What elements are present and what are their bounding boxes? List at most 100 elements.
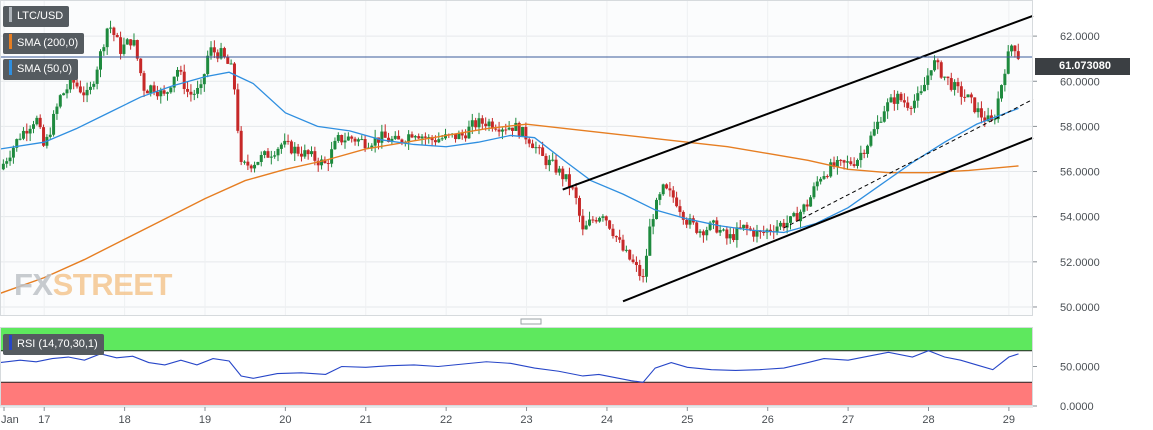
candle-body xyxy=(631,259,635,263)
candle-body xyxy=(370,145,374,148)
candle-body xyxy=(742,224,746,229)
rsi-tick-label-1: 0.0000 xyxy=(1060,401,1094,413)
candle-body xyxy=(454,133,458,140)
sma50-swatch xyxy=(9,60,12,75)
candle-body xyxy=(983,117,987,122)
candle-body xyxy=(524,126,528,140)
candle-body xyxy=(644,255,648,277)
candle-body xyxy=(685,219,689,225)
candle-body xyxy=(624,249,628,251)
candle-body xyxy=(953,82,957,90)
candle-body xyxy=(430,137,434,141)
candle-body xyxy=(882,111,886,122)
candle-body xyxy=(748,228,752,230)
time-tick-label-2: 18 xyxy=(118,414,130,426)
candle-body xyxy=(762,231,766,233)
candle-body xyxy=(286,140,290,142)
candle-body xyxy=(705,229,709,236)
candle-body xyxy=(135,40,139,59)
candle-body xyxy=(202,74,206,85)
current-price-tag: 61.073080 xyxy=(1035,58,1130,75)
candle-body xyxy=(58,95,62,107)
candle-body xyxy=(809,197,813,207)
candle-body xyxy=(912,100,916,109)
candle-body xyxy=(21,130,25,139)
candle-body xyxy=(681,211,685,220)
candle-body xyxy=(196,87,200,94)
candle-body xyxy=(718,229,722,233)
legend-symbol[interactable]: LTC/USD xyxy=(3,6,70,27)
candle-body xyxy=(782,222,786,228)
rsi-swatch xyxy=(9,335,12,350)
time-tick-label-7: 23 xyxy=(520,414,532,426)
time-tick-label-4: 20 xyxy=(279,414,291,426)
candle-body xyxy=(152,85,156,92)
candle-body xyxy=(433,140,437,143)
candle-body xyxy=(192,93,196,95)
candle-body xyxy=(849,161,853,165)
candle-body xyxy=(75,82,79,87)
candle-body xyxy=(487,121,491,127)
candle-body xyxy=(534,147,538,149)
candle-body xyxy=(822,176,826,179)
time-tick-label-3: 19 xyxy=(199,414,211,426)
candle-body xyxy=(189,91,193,95)
rsi-panel-border xyxy=(0,327,1033,406)
candle-body xyxy=(209,47,213,56)
candle-body xyxy=(648,226,652,256)
candle-body xyxy=(273,155,277,157)
candle-body xyxy=(604,216,608,221)
candle-body xyxy=(842,160,846,163)
candle-body xyxy=(892,97,896,104)
candle-body xyxy=(186,88,190,92)
candle-body xyxy=(979,108,983,118)
candle-body xyxy=(306,150,310,155)
candle-body xyxy=(614,236,618,238)
candle-body xyxy=(373,137,377,146)
candle-body xyxy=(109,27,113,29)
candle-body xyxy=(922,84,926,92)
candles xyxy=(1,20,1020,283)
candle-body xyxy=(949,78,953,90)
candle-body xyxy=(588,219,592,226)
time-tick-label-11: 27 xyxy=(842,414,854,426)
candle-body xyxy=(35,117,39,125)
candle-body xyxy=(102,47,106,52)
candle-body xyxy=(688,218,692,225)
candle-body xyxy=(671,190,675,198)
candle-body xyxy=(845,161,849,163)
candle-body xyxy=(668,188,672,191)
candle-body xyxy=(303,150,307,157)
candle-body xyxy=(427,137,431,139)
legend-sma200[interactable]: SMA (200,0) xyxy=(3,33,85,54)
candle-body xyxy=(902,100,906,103)
candle-body xyxy=(249,165,253,169)
candle-body xyxy=(916,93,920,101)
candle-body xyxy=(500,129,504,132)
candle-body xyxy=(437,139,441,143)
candle-body xyxy=(28,128,32,134)
candle-body xyxy=(621,239,625,251)
candle-body xyxy=(420,136,424,139)
candle-body xyxy=(799,211,803,222)
candle-body xyxy=(216,52,220,59)
candle-body xyxy=(229,63,233,65)
candle-body xyxy=(263,151,267,156)
candle-body xyxy=(929,70,933,76)
candle-body xyxy=(31,124,35,129)
candle-body xyxy=(443,134,447,139)
rsi-tick-label-0: 50.0000 xyxy=(1060,362,1100,374)
candle-body xyxy=(805,204,809,207)
candle-body xyxy=(336,134,340,141)
candle-body xyxy=(795,213,799,222)
candle-body xyxy=(95,69,99,84)
candle-body xyxy=(42,127,46,146)
legend-sma50[interactable]: SMA (50,0) xyxy=(3,59,79,80)
legend-rsi[interactable]: RSI (14,70,30,1) xyxy=(3,334,104,355)
sma200-swatch xyxy=(9,34,12,49)
sma200-line xyxy=(0,123,1019,295)
candle-body xyxy=(665,184,669,189)
candle-body xyxy=(531,143,535,149)
candle-body xyxy=(82,92,86,96)
candle-body xyxy=(243,161,247,163)
